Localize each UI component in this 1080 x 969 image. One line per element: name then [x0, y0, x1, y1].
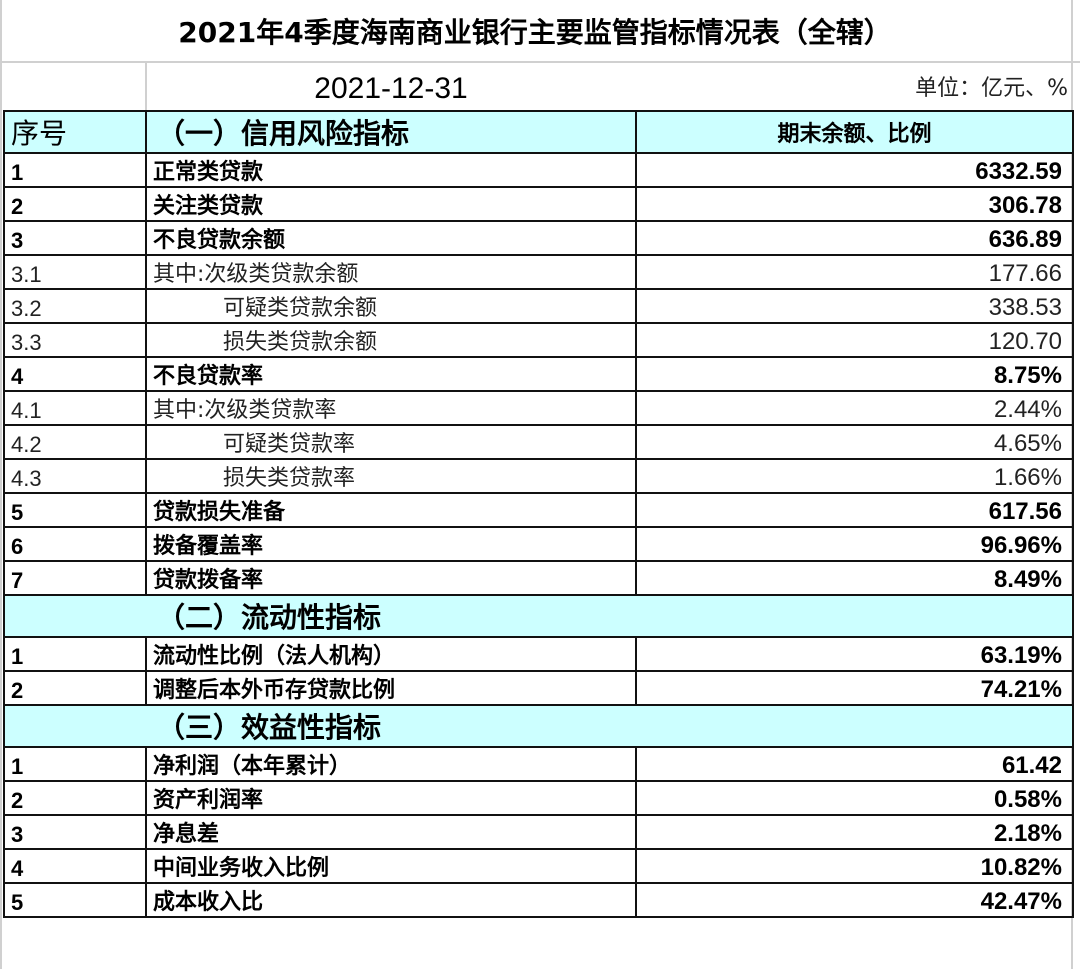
- table-row: 3.2 可疑类贷款余额 338.53: [3, 288, 1074, 324]
- header-row: 序号 （一）信用风险指标 期末余额、比例: [3, 110, 1074, 154]
- row-number[interactable]: 4: [3, 848, 147, 884]
- row-value[interactable]: 0.58%: [635, 780, 1074, 816]
- header-col-no[interactable]: 序号: [3, 110, 147, 154]
- row-item-name[interactable]: 调整后本外币存贷款比例: [145, 670, 637, 706]
- row-value[interactable]: 177.66: [635, 254, 1074, 290]
- row-number[interactable]: 4.1: [3, 390, 147, 426]
- row-value[interactable]: 1.66%: [635, 458, 1074, 494]
- table-row: 4.1 其中:次级类贷款率 2.44%: [3, 390, 1074, 426]
- row-number[interactable]: 4: [3, 356, 147, 392]
- row-item-name[interactable]: 净利润（本年累计）: [145, 746, 637, 782]
- row-item-name[interactable]: 损失类贷款率: [145, 458, 637, 494]
- table-row: 7 贷款拨备率 8.49%: [3, 560, 1074, 596]
- row-item-name[interactable]: 可疑类贷款率: [145, 424, 637, 460]
- row-value[interactable]: 8.75%: [635, 356, 1074, 392]
- row-value[interactable]: 338.53: [635, 288, 1074, 324]
- row-value[interactable]: 636.89: [635, 220, 1074, 256]
- section-title[interactable]: （三）效益性指标: [3, 704, 1074, 748]
- report-date: 2021-12-31: [314, 72, 468, 105]
- row-value[interactable]: 61.42: [635, 746, 1074, 782]
- row-number[interactable]: 3.3: [3, 322, 147, 358]
- row-item-name[interactable]: 贷款拨备率: [145, 560, 637, 596]
- row-item-name[interactable]: 损失类贷款余额: [145, 322, 637, 358]
- table-row: 2 关注类贷款 306.78: [3, 186, 1074, 222]
- row-item-name[interactable]: 不良贷款率: [145, 356, 637, 392]
- row-number[interactable]: 4.2: [3, 424, 147, 460]
- row-item-name[interactable]: 净息差: [145, 814, 637, 850]
- table-row: 5 贷款损失准备 617.56: [3, 492, 1074, 528]
- row-item-name[interactable]: 拨备覆盖率: [145, 526, 637, 562]
- row-value[interactable]: 6332.59: [635, 152, 1074, 188]
- row-value[interactable]: 10.82%: [635, 848, 1074, 884]
- section-header-row: （二）流动性指标: [3, 594, 1074, 638]
- row-number[interactable]: 1: [3, 152, 147, 188]
- table-row: 4 不良贷款率 8.75%: [3, 356, 1074, 392]
- row-item-name[interactable]: 可疑类贷款余额: [145, 288, 637, 324]
- sheet-title: 2021年4季度海南商业银行主要监管指标情况表（全辖）: [178, 16, 892, 49]
- table-row: 3 不良贷款余额 636.89: [3, 220, 1074, 256]
- row-value[interactable]: 8.49%: [635, 560, 1074, 596]
- row-value[interactable]: 2.18%: [635, 814, 1074, 850]
- row-number[interactable]: 3: [3, 220, 147, 256]
- row-value[interactable]: 74.21%: [635, 670, 1074, 706]
- row-number[interactable]: 4.3: [3, 458, 147, 494]
- row-number[interactable]: 2: [3, 670, 147, 706]
- row-item-name[interactable]: 资产利润率: [145, 780, 637, 816]
- sheet-gridline: [145, 62, 147, 110]
- header-col-value[interactable]: 期末余额、比例: [635, 110, 1074, 154]
- unit-label: 单位：亿元、%: [915, 76, 1068, 101]
- row-value[interactable]: 617.56: [635, 492, 1074, 528]
- row-number[interactable]: 3.2: [3, 288, 147, 324]
- row-item-name[interactable]: 关注类贷款: [145, 186, 637, 222]
- row-item-name[interactable]: 流动性比例（法人机构）: [145, 636, 637, 672]
- table-row: 3.1 其中:次级类贷款余额 177.66: [3, 254, 1074, 290]
- row-item-name[interactable]: 贷款损失准备: [145, 492, 637, 528]
- sheet-gridline: [0, 0, 2, 969]
- table-row: 3.3 损失类贷款余额 120.70: [3, 322, 1074, 358]
- row-number[interactable]: 1: [3, 746, 147, 782]
- row-value[interactable]: 96.96%: [635, 526, 1074, 562]
- table-row: 1 正常类贷款 6332.59: [3, 152, 1074, 188]
- row-item-name[interactable]: 不良贷款余额: [145, 220, 637, 256]
- row-value[interactable]: 306.78: [635, 186, 1074, 222]
- row-number[interactable]: 5: [3, 882, 147, 918]
- sheet-gridline: [0, 61, 1080, 63]
- table-row: 3 净息差 2.18%: [3, 814, 1074, 850]
- table-row: 4.2 可疑类贷款率 4.65%: [3, 424, 1074, 460]
- row-value[interactable]: 2.44%: [635, 390, 1074, 426]
- row-number[interactable]: 6: [3, 526, 147, 562]
- table-row: 1 流动性比例（法人机构） 63.19%: [3, 636, 1074, 672]
- row-number[interactable]: 5: [3, 492, 147, 528]
- row-item-name[interactable]: 正常类贷款: [145, 152, 637, 188]
- row-value[interactable]: 4.65%: [635, 424, 1074, 460]
- row-number[interactable]: 3: [3, 814, 147, 850]
- row-number[interactable]: 2: [3, 186, 147, 222]
- row-number[interactable]: 1: [3, 636, 147, 672]
- row-item-name[interactable]: 成本收入比: [145, 882, 637, 918]
- row-number[interactable]: 7: [3, 560, 147, 596]
- row-number[interactable]: 2: [3, 780, 147, 816]
- row-number[interactable]: 3.1: [3, 254, 147, 290]
- row-item-name[interactable]: 其中:次级类贷款率: [145, 390, 637, 426]
- table-row: 5 成本收入比 42.47%: [3, 882, 1074, 918]
- table-row: 1 净利润（本年累计） 61.42: [3, 746, 1074, 782]
- row-item-name[interactable]: 中间业务收入比例: [145, 848, 637, 884]
- header-col-item[interactable]: （一）信用风险指标: [145, 110, 637, 154]
- row-item-name[interactable]: 其中:次级类贷款余额: [145, 254, 637, 290]
- row-value[interactable]: 63.19%: [635, 636, 1074, 672]
- table-row: 4 中间业务收入比例 10.82%: [3, 848, 1074, 884]
- indicator-table: 序号 （一）信用风险指标 期末余额、比例 1 正常类贷款 6332.59 2 关注类贷款…: [3, 110, 1074, 918]
- section-title[interactable]: （二）流动性指标: [3, 594, 1074, 638]
- row-value[interactable]: 120.70: [635, 322, 1074, 358]
- table-row: 6 拨备覆盖率 96.96%: [3, 526, 1074, 562]
- table-row: 4.3 损失类贷款率 1.66%: [3, 458, 1074, 494]
- table-row: 2 调整后本外币存贷款比例 74.21%: [3, 670, 1074, 706]
- row-value[interactable]: 42.47%: [635, 882, 1074, 918]
- section-header-row: （三）效益性指标: [3, 704, 1074, 748]
- table-row: 2 资产利润率 0.58%: [3, 780, 1074, 816]
